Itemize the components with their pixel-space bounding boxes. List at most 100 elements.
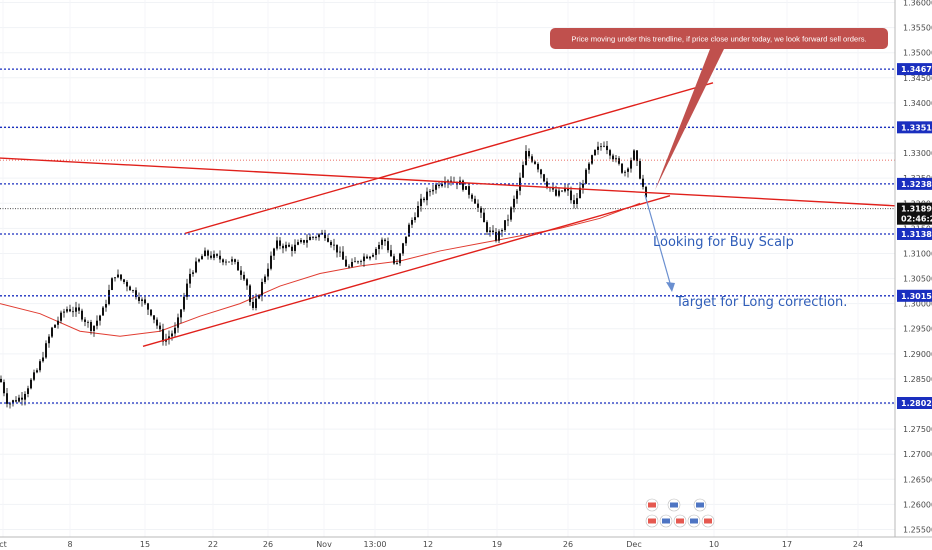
candle-body: [375, 249, 377, 255]
candle-body: [198, 259, 200, 262]
candle-body: [507, 219, 509, 221]
candle-body: [114, 277, 116, 279]
candle-body: [312, 236, 314, 238]
candle-body: [291, 246, 293, 251]
candle-body: [168, 336, 170, 340]
candle-body: [36, 370, 38, 373]
candle-body: [351, 262, 353, 267]
candle-body: [180, 309, 182, 318]
y-tick-label: 1.27000: [903, 450, 932, 459]
candle-body: [132, 290, 134, 292]
candle-body: [438, 184, 440, 187]
candle-body: [159, 325, 161, 330]
candle-body: [267, 268, 269, 277]
event-flag-stripe: [676, 518, 684, 524]
candle-body: [348, 266, 350, 268]
candle-body: [591, 155, 593, 164]
candle-body: [105, 304, 107, 308]
candle-body: [69, 309, 71, 312]
candle-body: [474, 198, 476, 204]
candle-body: [504, 220, 506, 231]
candle-body: [600, 146, 602, 148]
callout-box[interactable]: [550, 28, 888, 49]
candle-body: [216, 254, 218, 256]
candle-body: [336, 244, 338, 253]
candle-body: [231, 259, 233, 262]
candle-body: [213, 254, 215, 258]
candle-body: [480, 207, 482, 213]
price-tag-text: 1.33513: [901, 123, 932, 132]
economic-events-layer: [645, 498, 715, 528]
projection-arrow-line: [644, 194, 673, 291]
price-tag-text: 1.28020: [901, 399, 932, 408]
candle-body: [546, 181, 548, 188]
candle-body: [501, 230, 503, 232]
event-flag-stripe: [648, 502, 656, 508]
candle-body: [0, 378, 2, 383]
price-tag-text: 1.32386: [901, 180, 932, 189]
y-tick-label: 1.25500: [903, 525, 932, 534]
candle-body: [483, 212, 485, 223]
current-price-tag: [897, 202, 932, 225]
candle-body: [339, 251, 341, 253]
y-tick-label: 1.36000: [903, 0, 932, 8]
candle-body: [108, 289, 110, 305]
candle-body: [315, 237, 317, 238]
event-flag-stripe: [670, 502, 678, 508]
x-tick-label: ct: [0, 540, 7, 549]
candle-body: [60, 312, 62, 321]
candle-body: [222, 259, 224, 263]
candle-body: [594, 149, 596, 156]
event-flag-stripe: [648, 518, 656, 524]
candle-body: [243, 274, 245, 280]
candle-body: [48, 336, 50, 344]
candle-body: [603, 145, 605, 147]
event-flag-stripe: [696, 502, 704, 508]
candle-body: [93, 325, 95, 331]
level-lines-layer: [0, 68, 895, 404]
candle-body: [396, 263, 398, 264]
candle-body: [399, 253, 401, 264]
x-tick-label: 8: [67, 540, 72, 549]
candle-body: [96, 320, 98, 326]
candle-body: [444, 182, 446, 184]
candle-body: [486, 222, 488, 232]
candle-body: [207, 250, 209, 256]
candle-body: [318, 234, 320, 238]
candle-body: [411, 220, 413, 225]
candle-body: [228, 261, 230, 263]
candle-body: [357, 261, 359, 263]
candle-body: [618, 158, 620, 164]
candle-body: [576, 198, 578, 204]
candle-body: [72, 311, 74, 313]
candle-body: [381, 239, 383, 245]
moving-average-layer: [0, 202, 641, 337]
candle-body: [285, 244, 287, 249]
candle-body: [195, 261, 197, 273]
candle-body: [414, 217, 416, 221]
candle-body: [18, 397, 20, 402]
candle-body: [264, 276, 266, 282]
candle-body: [597, 146, 599, 150]
candle-body: [192, 272, 194, 274]
candle-body: [33, 372, 35, 380]
candle-body: [639, 161, 641, 179]
y-tick-label: 1.35500: [903, 24, 932, 33]
candle-body: [210, 255, 212, 258]
price-tag: [897, 289, 932, 302]
candle-body: [42, 357, 44, 362]
candle-body: [642, 178, 644, 187]
x-tick-label: 17: [782, 540, 792, 549]
candle-body: [174, 327, 176, 334]
candle-body: [624, 171, 626, 173]
candle-body: [141, 299, 143, 301]
x-tick-label: 26: [563, 540, 573, 549]
candle-body: [522, 164, 524, 178]
candle-body: [297, 242, 299, 245]
candle-body: [249, 285, 251, 303]
candle-body: [279, 240, 281, 246]
price-tag: [897, 227, 932, 240]
candle-body: [204, 250, 206, 257]
candle-body: [9, 403, 11, 405]
